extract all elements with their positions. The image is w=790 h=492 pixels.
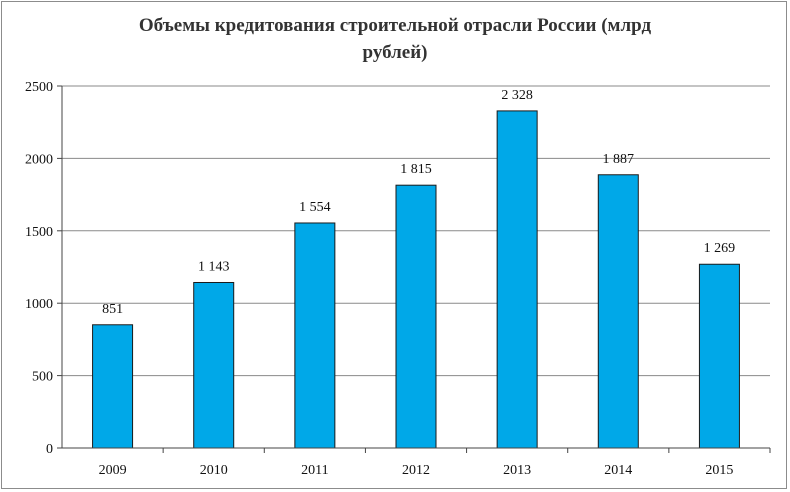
x-tick-labels: 2009 2010 2011 2012 2013 2014 2015 (99, 463, 734, 478)
x-tick-label-2015: 2015 (705, 463, 733, 478)
bar-2015 (698, 263, 740, 449)
y-tick-label-500: 500 (32, 370, 53, 385)
bar-2013 (496, 110, 538, 449)
y-tick-label-1000: 1000 (25, 297, 53, 312)
x-tick-label-2013: 2013 (503, 463, 531, 478)
data-label-2011: 1 554 (299, 200, 331, 215)
data-label-2009: 851 (102, 302, 123, 317)
y-tick-label-2000: 2000 (25, 152, 53, 167)
chart-title-line-2: рублей) (362, 42, 428, 63)
data-label-2012: 1 815 (400, 162, 432, 177)
x-tick-label-2014: 2014 (604, 463, 632, 478)
data-label-2014: 1 887 (603, 152, 635, 167)
y-tick-label-2500: 2500 (25, 80, 53, 95)
bar-2010 (193, 281, 235, 449)
bar-2012 (395, 184, 437, 449)
axes (57, 85, 771, 453)
bars (92, 110, 740, 449)
x-tick-label-2009: 2009 (99, 463, 127, 478)
y-tick-label-1500: 1500 (25, 225, 53, 240)
chart-title: Объемы кредитования строительной отрасли… (0, 12, 790, 66)
data-label-2015: 1 269 (704, 241, 736, 256)
y-tick-labels: 0 500 1000 1500 2000 2500 (25, 80, 53, 457)
chart-title-line-1: Объемы кредитования строительной отрасли… (138, 15, 652, 36)
x-tick-label-2012: 2012 (402, 463, 430, 478)
x-tick-label-2010: 2010 (200, 463, 228, 478)
bar-2011 (294, 222, 336, 449)
data-label-2010: 1 143 (198, 259, 230, 274)
data-label-2013: 2 328 (501, 88, 533, 103)
data-labels: 851 1 143 1 554 1 815 2 328 1 887 1 269 (102, 88, 735, 317)
bar-2009 (92, 324, 134, 449)
y-tick-label-0: 0 (46, 442, 53, 457)
bar-2014 (597, 174, 639, 449)
x-tick-label-2011: 2011 (301, 463, 328, 478)
